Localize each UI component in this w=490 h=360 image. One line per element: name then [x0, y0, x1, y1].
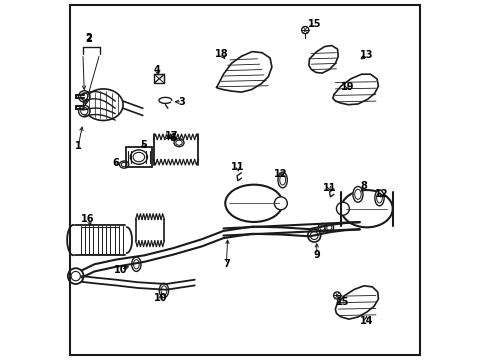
Ellipse shape [278, 172, 287, 188]
Text: 12: 12 [274, 168, 288, 179]
Text: 6: 6 [113, 158, 119, 168]
Text: 18: 18 [215, 49, 228, 59]
Ellipse shape [130, 150, 147, 164]
Ellipse shape [159, 283, 169, 298]
Circle shape [318, 224, 327, 232]
Circle shape [274, 197, 287, 210]
Text: 10: 10 [114, 265, 127, 275]
Bar [125, 147, 152, 167]
Text: 16: 16 [81, 214, 95, 224]
Text: 2: 2 [86, 33, 93, 43]
Circle shape [68, 268, 84, 284]
Ellipse shape [341, 190, 393, 227]
Text: 12: 12 [375, 189, 389, 199]
Text: 3: 3 [179, 97, 186, 107]
Circle shape [325, 224, 334, 232]
Text: 7: 7 [223, 259, 230, 269]
Text: 19: 19 [341, 82, 354, 92]
Text: 5: 5 [141, 140, 147, 150]
Text: 2: 2 [86, 35, 93, 44]
Text: 11: 11 [322, 183, 336, 193]
Circle shape [302, 27, 309, 34]
Text: 1: 1 [75, 141, 82, 151]
Bar [154, 74, 164, 83]
Ellipse shape [375, 190, 384, 206]
Text: 15: 15 [307, 19, 321, 29]
Circle shape [78, 105, 90, 117]
Text: 14: 14 [360, 316, 373, 325]
Circle shape [308, 229, 320, 242]
Ellipse shape [132, 257, 141, 271]
Text: 10: 10 [154, 293, 168, 303]
Ellipse shape [353, 186, 363, 202]
Text: 13: 13 [360, 50, 374, 60]
Text: 17: 17 [165, 131, 178, 141]
Circle shape [78, 91, 90, 102]
Ellipse shape [84, 89, 123, 121]
Text: 6: 6 [169, 133, 176, 143]
Text: 4: 4 [154, 64, 161, 75]
Ellipse shape [225, 185, 283, 222]
Text: 11: 11 [231, 162, 245, 172]
Text: 9: 9 [313, 249, 320, 260]
Circle shape [334, 292, 341, 299]
Text: 8: 8 [361, 181, 368, 192]
Text: 15: 15 [336, 297, 349, 307]
Circle shape [337, 202, 349, 215]
